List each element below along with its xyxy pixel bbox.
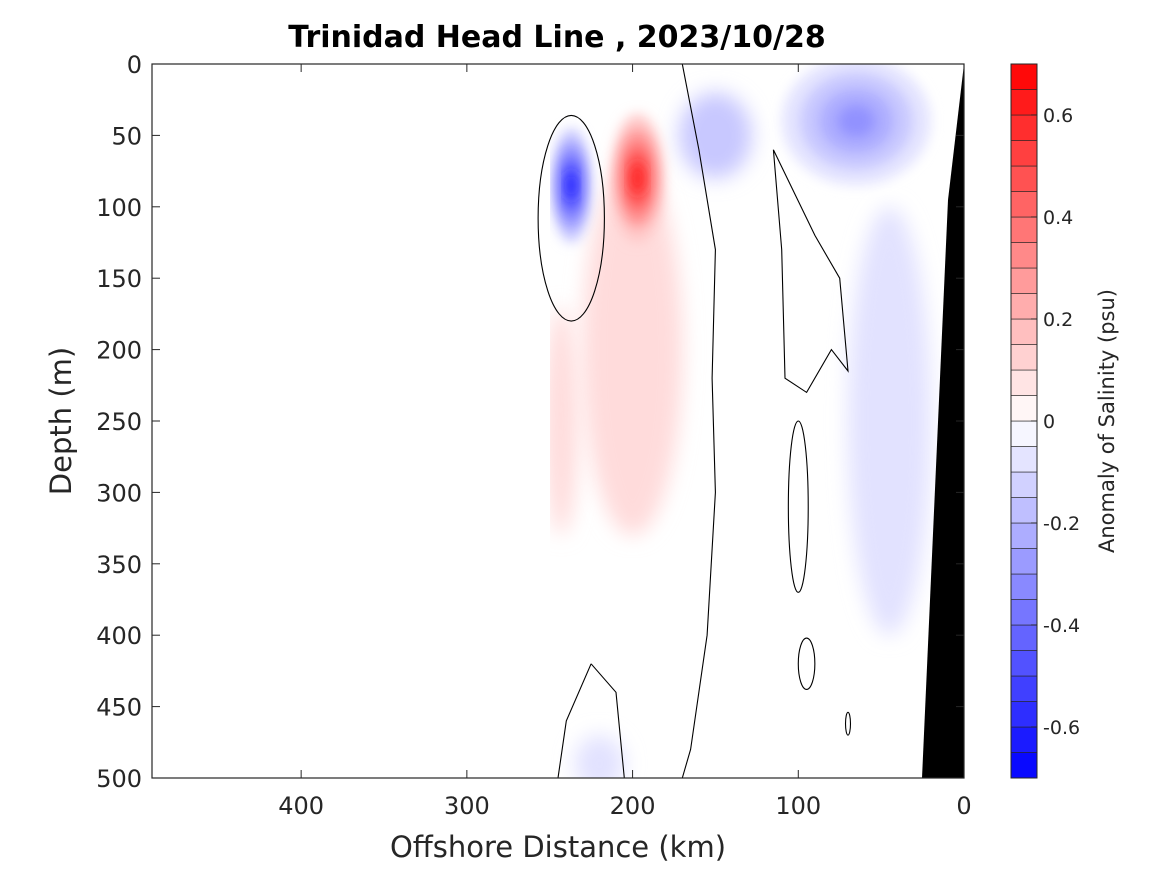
colorbar-swatch <box>1010 446 1038 473</box>
y-tick-label: 350 <box>96 551 142 579</box>
colorbar-tick-label: 0 <box>1043 411 1055 433</box>
y-tick-label: 0 <box>127 51 142 79</box>
colorbar-swatch <box>1010 573 1038 600</box>
y-tick-label: 500 <box>96 765 142 793</box>
colorbar-tick-label: -0.6 <box>1043 717 1080 739</box>
contour-layer <box>537 64 852 778</box>
zero-contour-line <box>772 149 849 394</box>
colorbar-swatch <box>1010 344 1038 371</box>
colorbar-swatch <box>1010 471 1038 498</box>
colorbar-swatch <box>1010 701 1038 728</box>
zero-contour-line <box>681 64 716 778</box>
y-tick-label: 300 <box>96 479 142 507</box>
colorbar-tick-label: 0.6 <box>1043 105 1073 127</box>
colorbar-swatch <box>1010 650 1038 677</box>
anomaly-patch <box>551 128 592 243</box>
zero-contour-line <box>844 711 852 736</box>
colorbar-swatch <box>1010 675 1038 702</box>
colorbar-swatch <box>1010 114 1038 141</box>
zero-contour-line <box>797 637 816 691</box>
colorbar-swatch <box>1010 293 1038 320</box>
x-axis-ticks: 400 300 200 100 0 <box>278 64 972 820</box>
colorbar-swatch <box>1010 267 1038 294</box>
anomaly-patch <box>848 206 931 636</box>
colorbar-swatch <box>1010 216 1038 243</box>
colorbar-tick-label: -0.2 <box>1043 513 1080 535</box>
anomaly-patch <box>582 163 683 536</box>
colorbar-swatch <box>1010 369 1038 396</box>
anomaly-contour-band <box>574 735 625 778</box>
colorbar-swatch <box>1010 89 1038 116</box>
x-tick-label: 300 <box>444 792 490 820</box>
anomaly-contour-band <box>630 162 645 195</box>
anomaly-patch <box>678 92 752 179</box>
y-tick-label: 200 <box>96 337 142 365</box>
colorbar-swatch <box>1010 548 1038 575</box>
y-axis-ticks: 0 50 100 150 200 250 300 350 400 450 500 <box>96 51 964 793</box>
zero-contour-line <box>787 420 809 593</box>
colorbar-swatch <box>1010 395 1038 422</box>
colorbar-swatch <box>1010 165 1038 192</box>
x-tick-label: 100 <box>775 792 821 820</box>
y-axis-label: Depth (m) <box>44 347 78 495</box>
colorbar-tick-label: -0.4 <box>1043 615 1080 637</box>
colorbar-swatch <box>1010 599 1038 626</box>
seafloor-bathymetry <box>922 64 964 778</box>
colorbar-swatch <box>1010 191 1038 218</box>
plot-frame <box>151 63 965 779</box>
anomaly-patch <box>781 64 931 186</box>
anomaly-contour-band <box>566 171 577 200</box>
anomaly-patch <box>574 735 625 778</box>
colorbar-swatch <box>1010 726 1038 753</box>
anomaly-patch <box>550 306 578 536</box>
y-tick-label: 450 <box>96 694 142 722</box>
colorbar-swatch <box>1010 752 1038 779</box>
colorbar-swatch <box>1010 242 1038 269</box>
x-axis-label: Offshore Distance (km) <box>390 830 726 864</box>
x-tick-label: 200 <box>610 792 656 820</box>
colorbar-tick-label: 0.2 <box>1043 309 1073 331</box>
y-tick-label: 50 <box>111 122 142 150</box>
chart-title: Trinidad Head Line , 2023/10/28 <box>288 20 825 55</box>
colorbar: 0.6 0.4 0.2 0 -0.2 -0.4 -0.6 <box>1010 63 1080 779</box>
colorbar-swatch <box>1010 318 1038 345</box>
anomaly-contour-band <box>837 105 875 138</box>
colorbar-label: Anomaly of Salinity (psu) <box>1095 289 1119 553</box>
y-tick-label: 250 <box>96 408 142 436</box>
zero-contour-line <box>537 114 605 322</box>
colorbar-tick-label: 0.4 <box>1043 207 1073 229</box>
y-tick-label: 100 <box>96 194 142 222</box>
x-tick-label: 0 <box>956 792 971 820</box>
colorbar-swatch <box>1010 624 1038 651</box>
y-tick-label: 150 <box>96 265 142 293</box>
y-tick-label: 400 <box>96 622 142 650</box>
anomaly-contour-band <box>678 92 752 179</box>
colorbar-swatch <box>1010 497 1038 524</box>
anomaly-contour-band <box>582 163 683 536</box>
anomaly-contour-band <box>550 306 578 536</box>
colorbar-swatch <box>1010 420 1038 447</box>
anomaly-contour-band <box>848 206 931 636</box>
zero-contour-line <box>590 663 625 778</box>
colorbar-swatch <box>1010 140 1038 167</box>
colorbar-swatch <box>1010 522 1038 549</box>
anomaly-patch <box>611 113 665 243</box>
anomaly-layer <box>550 64 931 778</box>
colorbar-frame <box>1010 63 1038 779</box>
zero-contour-line <box>557 663 592 778</box>
x-tick-label: 400 <box>278 792 324 820</box>
colorbar-swatch <box>1010 63 1038 90</box>
